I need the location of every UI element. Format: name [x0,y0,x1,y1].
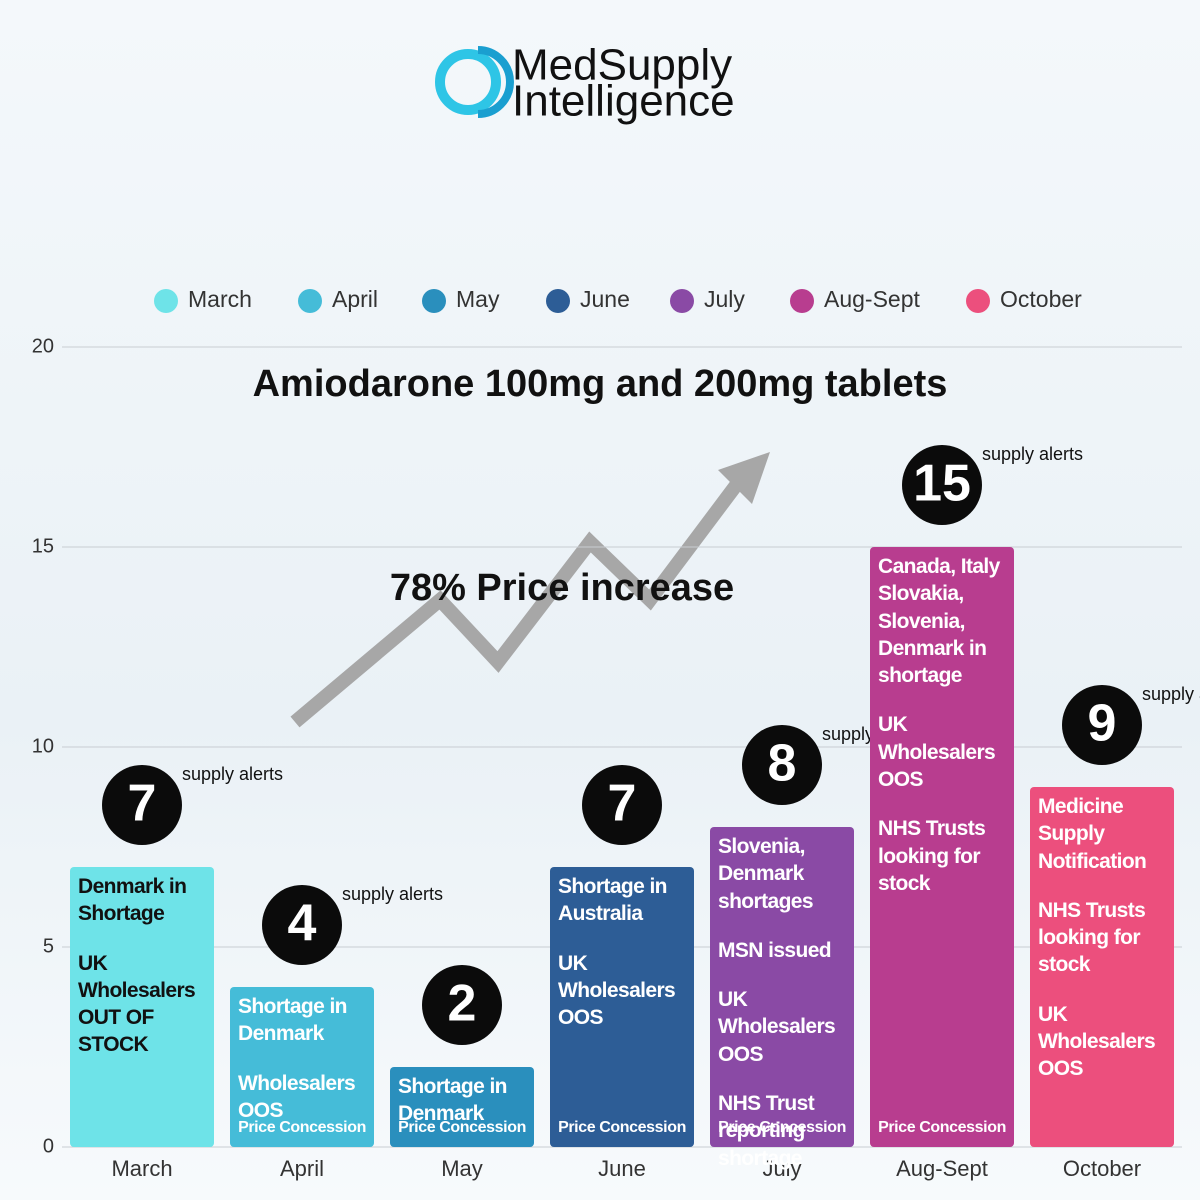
annotation: 78% Price increase [390,567,734,609]
legend-label: May [456,286,500,312]
legend-label: March [188,286,252,312]
legend-swatch [154,289,178,313]
note-text: UK Wholesalers OUT OF STOCK [78,951,196,1057]
bar-footer: Price Concession [558,1119,686,1136]
value-badge [902,445,982,525]
bar-note: Shortage in Denmark Wholesalers OOS [230,987,374,1152]
legend-swatch [790,289,814,313]
brand-line2: Intelligence [512,77,735,126]
y-tick-label: 15 [32,535,54,557]
legend-swatch [298,289,322,313]
x-tick-label: October [1063,1156,1141,1181]
value-label: 9 [1088,695,1117,753]
note-text: Shortage in Australia [558,875,668,926]
bar-note: Denmark in Shortage UK Wholesalers OUT OF… [70,867,214,1087]
value-label: 7 [128,775,157,833]
note-text: Wholesalers OOS [238,1071,356,1122]
value-badge [262,885,342,965]
legend-swatch [422,289,446,313]
value-label: 7 [608,775,637,833]
bar-note: Shortage in Australia UK Wholesalers OOS [550,867,694,1059]
legend-swatch [966,289,990,313]
y-tick-label: 20 [32,335,54,357]
bar-footer: Price Concession [398,1119,526,1136]
bar [550,867,694,1147]
note-text: Shortage in Denmark [398,1075,508,1126]
bar [390,1067,534,1147]
note-text: Medicine Supply Notification [1038,795,1147,873]
bar-note: Canada, Italy Slovakia, Slovenia, Denmar… [870,547,1014,925]
legend-label: October [1000,286,1082,312]
note-text: Slovenia, Denmark shortages [718,835,814,913]
legend-swatch [670,289,694,313]
chart-title: Amiodarone 100mg and 200mg tablets [253,363,948,405]
bar-footer: Price Concession [238,1119,366,1136]
bar-note: Medicine Supply Notification NHS Trusts l… [1030,787,1174,1111]
value-badge [742,725,822,805]
value-badge [102,765,182,845]
trend-arrow [290,475,746,728]
value-badge [1062,685,1142,765]
bar-note: Slovenia, Denmark shortages MSN issued UK … [710,827,854,1200]
bar-footer: Price Concession [718,1119,846,1136]
value-unit: supply alerts [982,444,1083,464]
note-text: UK Wholesalers OOS [1038,1002,1156,1081]
brand-line1: MedSupply [512,41,732,90]
bar-footer: Price Concession [878,1119,1006,1136]
x-tick-label: May [441,1156,483,1181]
y-tick-label: 5 [43,935,54,957]
legend-swatch [546,289,570,313]
y-tick-label: 0 [43,1135,54,1157]
bar [710,827,854,1147]
value-badge [582,765,662,845]
note-text: UK Wholesalers OOS [558,951,676,1030]
value-unit: supply alerts [342,884,443,904]
value-badge [422,965,502,1045]
bar [70,867,214,1147]
legend-label: July [704,286,745,312]
x-tick-label: Aug-Sept [896,1156,988,1181]
x-tick-label: March [111,1156,172,1181]
x-tick-label: April [280,1156,324,1181]
value-label: 15 [913,455,971,513]
value-unit: supply alerts [1142,684,1200,704]
legend-label: June [580,286,630,312]
note-text: Denmark in Shortage [78,875,187,926]
note-text: Canada, Italy Slovakia, Slovenia, Denmar… [878,555,1000,688]
note-text: MSN issued [718,938,832,962]
bar [1030,787,1174,1147]
note-text: UK Wholesalers OOS [878,713,996,792]
x-tick-label: July [762,1156,801,1181]
legend-label: Aug-Sept [824,286,921,312]
note-text: NHS Trust reporting shortage [718,1092,815,1170]
legend-label: April [332,286,378,312]
x-tick-label: June [598,1156,646,1181]
trend-arrow-head [718,452,770,504]
note-text: Shortage in Denmark [238,995,348,1046]
bar-note: Shortage in Denmark [390,1067,534,1156]
y-tick-label: 10 [32,735,54,757]
bar [230,987,374,1147]
value-label: 8 [768,735,797,793]
note-text: NHS Trusts looking for stock [878,817,986,895]
note-text: NHS Trusts looking for stock [1038,898,1146,977]
note-text: UK Wholesalers OOS [718,988,836,1066]
value-label: 2 [448,975,477,1033]
logo-ring [435,49,501,115]
logo-arc [477,46,514,118]
value-label: 4 [288,895,317,953]
value-unit: supply alerts [182,764,283,784]
bar [870,547,1014,1147]
